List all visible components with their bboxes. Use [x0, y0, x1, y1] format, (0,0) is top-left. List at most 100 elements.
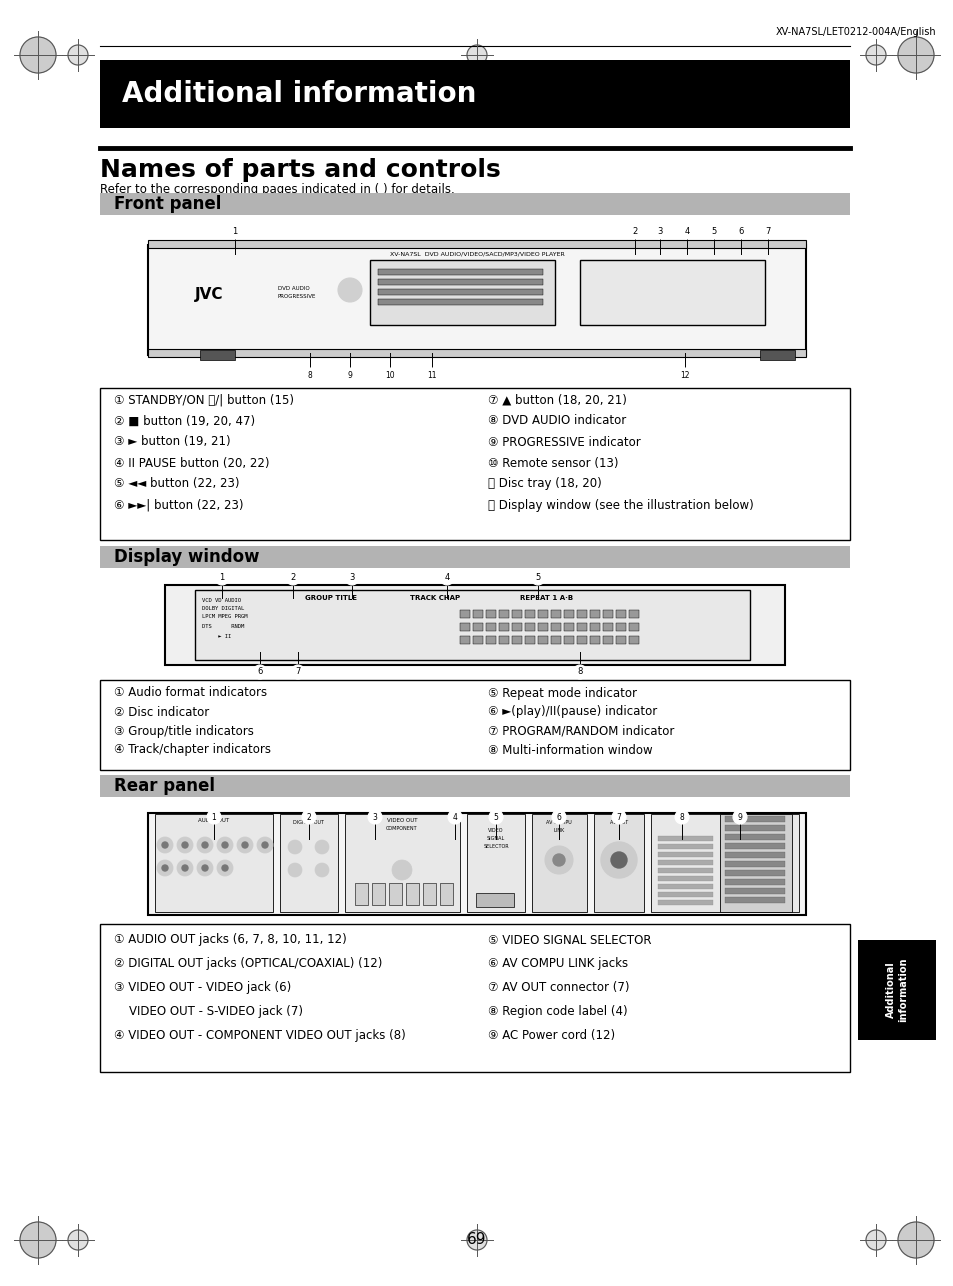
Bar [658, 883, 712, 889]
Circle shape [202, 865, 208, 871]
Circle shape [573, 665, 586, 679]
Circle shape [286, 571, 299, 585]
Bar [589, 622, 599, 631]
Circle shape [612, 810, 625, 824]
Circle shape [553, 854, 564, 865]
Text: AV OUT: AV OUT [609, 819, 627, 824]
Circle shape [196, 837, 213, 853]
Text: 9: 9 [737, 813, 741, 822]
Bar [577, 610, 586, 619]
Text: ③ Group/title indicators: ③ Group/title indicators [113, 724, 253, 737]
Text: ⑥ ►(play)/II(pause) indicator: ⑥ ►(play)/II(pause) indicator [488, 706, 657, 719]
Circle shape [228, 225, 242, 239]
Bar [100, 680, 849, 770]
Circle shape [182, 865, 188, 871]
Circle shape [303, 368, 316, 382]
Circle shape [424, 368, 438, 382]
Bar [485, 622, 496, 631]
Bar [658, 900, 712, 905]
Text: DTS      RNDM: DTS RNDM [202, 624, 244, 629]
Text: 69: 69 [467, 1232, 486, 1247]
Text: GROUP TITLE: GROUP TITLE [305, 595, 356, 601]
Text: ④ II PAUSE button (20, 22): ④ II PAUSE button (20, 22) [113, 457, 269, 469]
Circle shape [392, 860, 412, 880]
Bar [616, 610, 625, 619]
Bar [537, 610, 547, 619]
Text: ④ VIDEO OUT - COMPONENT VIDEO OUT jacks (8): ④ VIDEO OUT - COMPONENT VIDEO OUT jacks … [113, 1030, 405, 1043]
Text: VIDEO OUT - S-VIDEO jack (7): VIDEO OUT - S-VIDEO jack (7) [113, 1006, 303, 1019]
Bar [589, 637, 599, 644]
Circle shape [202, 842, 208, 847]
Text: 2: 2 [290, 574, 295, 583]
Bar [594, 814, 643, 912]
Text: 7: 7 [764, 228, 770, 237]
Text: ⑥ AV COMPU LINK jacks: ⑥ AV COMPU LINK jacks [488, 958, 627, 971]
Bar [154, 814, 273, 912]
Text: 5: 5 [535, 574, 540, 583]
Text: VCD VD AUDIO: VCD VD AUDIO [202, 598, 241, 603]
Text: 2: 2 [306, 813, 311, 822]
Circle shape [182, 842, 188, 847]
Bar [485, 637, 496, 644]
Bar [658, 836, 712, 841]
Text: Names of parts and controls: Names of parts and controls [100, 158, 500, 183]
Text: 3: 3 [657, 228, 662, 237]
Text: 9: 9 [347, 370, 352, 379]
Circle shape [448, 810, 461, 824]
Bar [377, 300, 542, 305]
Text: 10: 10 [385, 370, 395, 379]
Bar [602, 610, 613, 619]
Text: ① Audio format indicators: ① Audio format indicators [113, 687, 267, 700]
Text: 7: 7 [295, 667, 300, 676]
Bar [724, 898, 784, 903]
Bar [459, 637, 470, 644]
Text: ⑧ Region code label (4): ⑧ Region code label (4) [488, 1006, 627, 1019]
Bar [551, 610, 560, 619]
Bar [524, 622, 535, 631]
Text: 6: 6 [556, 813, 561, 822]
Text: ⑦ AV OUT connector (7): ⑦ AV OUT connector (7) [488, 981, 629, 994]
Bar [589, 610, 599, 619]
Bar [616, 637, 625, 644]
Text: AUDIO OUT: AUDIO OUT [198, 818, 230, 823]
Bar [148, 349, 805, 358]
Circle shape [157, 837, 172, 853]
Text: 6: 6 [257, 667, 262, 676]
Circle shape [291, 665, 305, 679]
Bar [467, 814, 524, 912]
Circle shape [627, 225, 641, 239]
Bar [459, 622, 470, 631]
Text: ⑦ ▲ button (18, 20, 21): ⑦ ▲ button (18, 20, 21) [488, 394, 626, 406]
Bar [650, 814, 799, 912]
Bar [551, 637, 560, 644]
Bar [724, 817, 784, 822]
Text: COMPONENT: COMPONENT [386, 826, 417, 831]
Text: 5: 5 [493, 813, 497, 822]
Circle shape [706, 225, 720, 239]
Circle shape [897, 1222, 933, 1258]
Bar [616, 622, 625, 631]
Text: 6: 6 [738, 228, 743, 237]
Text: ② Disc indicator: ② Disc indicator [113, 706, 209, 719]
Text: ① AUDIO OUT jacks (6, 7, 8, 10, 11, 12): ① AUDIO OUT jacks (6, 7, 8, 10, 11, 12) [113, 934, 346, 946]
Text: 1: 1 [219, 574, 224, 583]
Bar [602, 637, 613, 644]
Bar [857, 940, 935, 1040]
Circle shape [68, 1229, 88, 1250]
Bar [148, 246, 805, 355]
Text: DIGITAL OUT: DIGITAL OUT [294, 819, 324, 824]
Text: Refer to the corresponding pages indicated in ( ) for details.: Refer to the corresponding pages indicat… [100, 184, 455, 197]
Text: ⑫ Display window (see the illustration below): ⑫ Display window (see the illustration b… [488, 499, 753, 512]
Circle shape [222, 842, 228, 847]
Bar [100, 193, 849, 215]
Circle shape [253, 665, 267, 679]
Bar [724, 835, 784, 840]
Bar [498, 622, 509, 631]
Text: 12: 12 [679, 370, 689, 379]
Bar [473, 637, 482, 644]
Circle shape [216, 860, 233, 876]
Text: 5: 5 [711, 228, 716, 237]
Text: ► II: ► II [202, 634, 231, 639]
Bar [100, 925, 849, 1073]
Text: 8: 8 [577, 667, 582, 676]
